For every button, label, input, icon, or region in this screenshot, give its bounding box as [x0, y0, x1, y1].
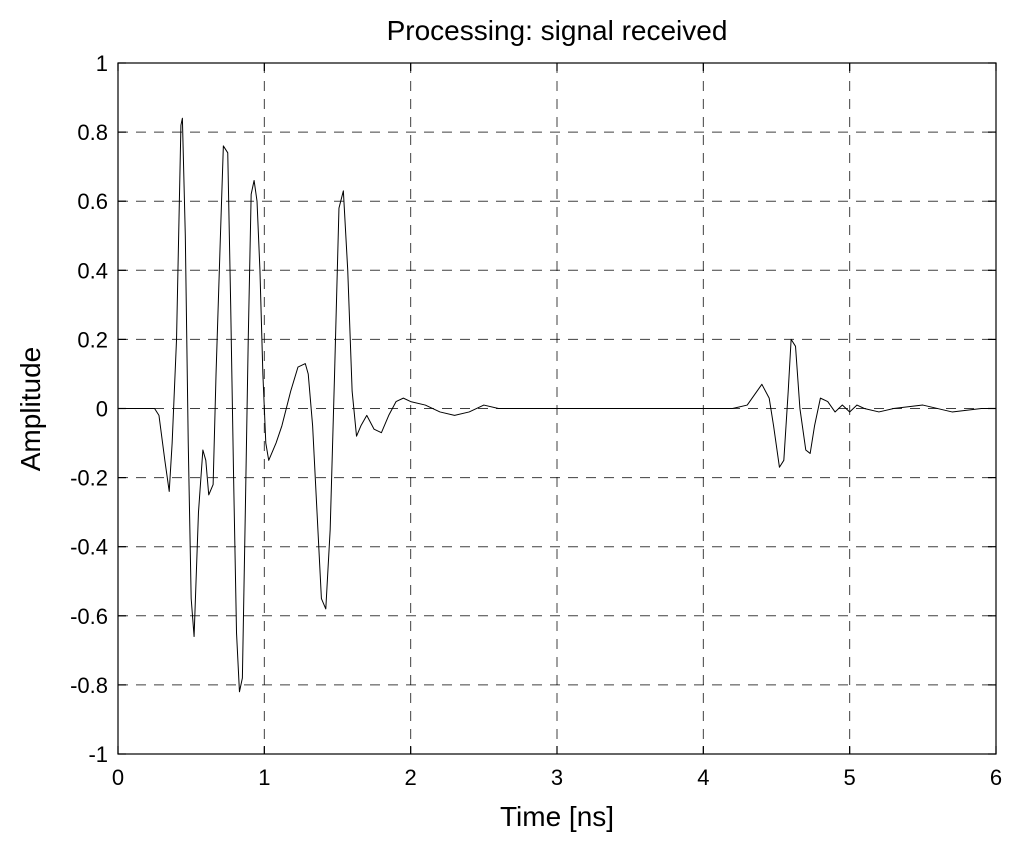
- y-tick-label: 0.2: [77, 327, 108, 352]
- y-tick-label: -0.4: [70, 535, 108, 560]
- x-tick-label: 6: [990, 765, 1002, 790]
- y-axis-label: Amplitude: [15, 347, 46, 472]
- axis-ticks: [117, 62, 997, 755]
- chart-title: Processing: signal received: [387, 15, 728, 46]
- y-tick-label: 0.8: [77, 120, 108, 145]
- y-tick-labels: 1 0.8 0.6 0.4 0.2 0 -0.2 -0.4 -0.6 -0.8 -1: [70, 51, 108, 767]
- y-tick-label: -0.8: [70, 673, 108, 698]
- y-tick-label: -0.6: [70, 604, 108, 629]
- y-tick-label: -0.2: [70, 466, 108, 491]
- y-tick-label: 0.6: [77, 189, 108, 214]
- x-tick-label: 3: [551, 765, 563, 790]
- x-tick-label: 4: [697, 765, 709, 790]
- series-line-signal: [118, 117, 996, 693]
- y-tick-label: 0.4: [77, 258, 108, 283]
- x-tick-labels: 0 1 2 3 4 5 6: [112, 765, 1002, 790]
- y-tick-label: 0: [96, 397, 108, 422]
- y-tick-label: -1: [88, 742, 108, 767]
- x-tick-label: 1: [258, 765, 270, 790]
- y-tick-label: 1: [96, 51, 108, 76]
- x-tick-label: 0: [112, 765, 124, 790]
- x-axis-label: Time [ns]: [500, 801, 614, 832]
- x-tick-label: 2: [405, 765, 417, 790]
- x-tick-label: 5: [844, 765, 856, 790]
